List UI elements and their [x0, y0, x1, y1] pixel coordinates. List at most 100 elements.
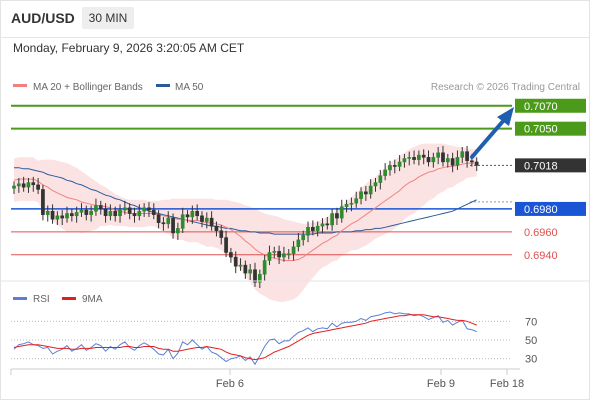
candle: [233, 251, 238, 274]
candle: [306, 221, 310, 243]
level-label-resistance: 0.7070: [524, 101, 558, 113]
candle: [45, 205, 50, 222]
candle: [200, 211, 204, 228]
candles-layer: [12, 145, 479, 289]
candle: [257, 269, 262, 289]
candle: [69, 208, 74, 222]
candle: [36, 177, 40, 195]
candle-body-up: [118, 209, 122, 217]
candle: [214, 221, 219, 237]
candle: [190, 205, 195, 224]
candle: [436, 147, 441, 165]
candle-body-up: [108, 210, 113, 217]
candle-body-up: [267, 252, 272, 261]
candle: [253, 262, 257, 287]
bollinger-band-layer: [14, 143, 477, 302]
candle-body-down: [132, 213, 137, 217]
candle-body-down: [470, 160, 474, 163]
copyright-text: Research © 2026 Trading Central: [431, 82, 580, 93]
candle: [180, 207, 185, 233]
candle-body-up: [291, 246, 296, 254]
candle-body-down: [465, 151, 469, 162]
candle-body-up: [388, 165, 392, 171]
candle: [219, 224, 224, 245]
bollinger-band-area: [14, 143, 477, 302]
rsi-legend-label: RSI: [33, 294, 50, 305]
candle: [272, 246, 277, 259]
candle: [156, 210, 161, 229]
candle: [412, 150, 416, 165]
candle: [291, 241, 296, 261]
candle: [450, 152, 455, 173]
candle: [339, 199, 344, 223]
candle-body-up: [286, 253, 291, 255]
candle: [98, 200, 103, 215]
level-label-box-resistance: [515, 121, 586, 136]
level-label-box-last: [515, 158, 586, 173]
candle: [204, 212, 209, 229]
level-label-resistance: 0.7050: [524, 124, 558, 136]
timeframe-button[interactable]: 30 MIN: [82, 7, 134, 29]
candle-body-up: [94, 205, 98, 212]
candle: [21, 176, 26, 192]
rsi-tick-label: 30: [525, 354, 537, 366]
candle-body-down: [151, 209, 156, 215]
candle-body-up: [79, 209, 84, 213]
candle-body-down: [69, 213, 74, 217]
rsi-legend-swatch: [13, 297, 27, 300]
candle-body-up: [368, 185, 373, 195]
candle-body-up: [373, 182, 378, 187]
rsi-ma-line: [13, 314, 477, 361]
candle: [176, 222, 180, 240]
candle: [460, 147, 465, 164]
x-axis-tick-label: Feb 6: [216, 378, 244, 390]
candle-body-down: [214, 225, 219, 231]
candle-body-up: [74, 212, 79, 217]
x-axis-tick-label: Feb 9: [427, 378, 455, 390]
candle-body-up: [65, 213, 69, 219]
candle-body-down: [412, 157, 416, 160]
candle: [282, 246, 286, 262]
ma20-legend-label: MA 20 + Bollinger Bands: [33, 82, 143, 93]
candle-body-up: [137, 210, 142, 217]
candle: [373, 177, 378, 192]
rsi-ma-legend-label: 9MA: [82, 294, 103, 305]
level-label-pivot: 0.6980: [524, 204, 558, 216]
candle-body-down: [60, 215, 65, 219]
candle: [301, 230, 306, 246]
candle-body-up: [315, 225, 320, 231]
candle: [123, 200, 127, 215]
candle-body-up: [282, 253, 286, 258]
candle: [426, 150, 431, 167]
candle: [151, 203, 156, 220]
candle: [94, 198, 98, 216]
candle: [267, 245, 272, 266]
rsi-legend: RSI 9MA: [13, 294, 103, 305]
candle-body-up: [320, 223, 325, 227]
candle-body-up: [272, 251, 277, 253]
candle-body-up: [349, 202, 354, 205]
candle: [195, 204, 200, 221]
candle-body-up: [89, 210, 93, 215]
candle: [137, 204, 142, 221]
candle: [310, 220, 315, 236]
candle-body-down: [474, 161, 479, 166]
candle-body-down: [84, 209, 89, 215]
candle: [359, 187, 363, 205]
candle: [166, 211, 171, 229]
candle: [407, 151, 412, 166]
candle: [421, 149, 426, 165]
candle: [41, 184, 45, 221]
candle: [445, 153, 450, 168]
candle-body-down: [195, 210, 200, 217]
candle: [84, 205, 89, 221]
candle: [431, 152, 436, 168]
candle: [89, 205, 93, 222]
candle-body-up: [344, 204, 349, 207]
candle-body-down: [219, 230, 224, 238]
level-label-last: 0.7018: [524, 160, 558, 172]
candle: [465, 145, 469, 168]
candle: [349, 197, 354, 212]
candle-body-up: [123, 207, 127, 211]
